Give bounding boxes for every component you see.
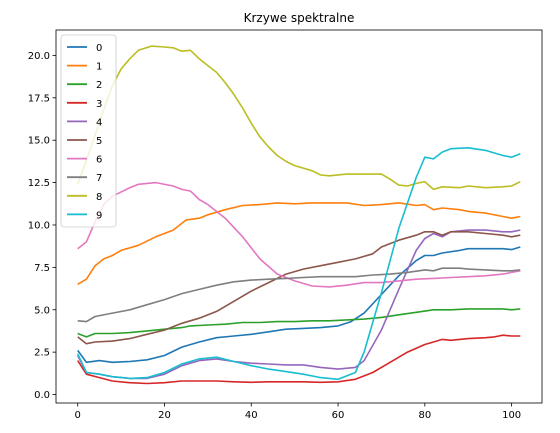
legend-label-6: 6 (96, 155, 102, 166)
y-tick-label: 0.0 (34, 390, 50, 401)
legend-label-5: 5 (96, 136, 102, 147)
series-line-4 (76, 229, 521, 380)
series-line-6 (77, 181, 521, 288)
x-tick-label: 20 (158, 410, 171, 421)
axes-frame (55, 29, 543, 404)
y-tick-label: 5.0 (34, 305, 50, 316)
legend-box (60, 34, 117, 228)
x-tick-label: 0 (75, 410, 81, 421)
x-tick-label: 40 (245, 410, 258, 421)
series-line-5 (77, 231, 521, 345)
x-tick-label: 80 (418, 410, 431, 421)
y-ticks: 0.0 2.5 5.0 7.5 10.0 12.5 15.0 17.5 20.0 (28, 51, 56, 401)
y-tick-label: 20.0 (28, 51, 50, 62)
legend-label-2: 2 (96, 80, 102, 91)
y-tick-label: 2.5 (34, 348, 50, 359)
series-line-9 (76, 147, 521, 381)
plot-lines (76, 45, 521, 385)
x-tick-label: 100 (502, 410, 521, 421)
legend-label-8: 8 (96, 192, 102, 203)
y-tick-label: 10.0 (28, 220, 50, 231)
x-tick-label: 60 (332, 410, 345, 421)
legend-label-7: 7 (96, 173, 102, 184)
chart-title: Krzywe spektralne (244, 11, 355, 25)
legend-label-3: 3 (96, 99, 102, 110)
series-line-8 (76, 45, 521, 191)
x-ticks: 0 20 40 60 80 100 (75, 403, 521, 421)
legend-label-0: 0 (96, 43, 102, 54)
legend-label-4: 4 (96, 117, 102, 128)
legend-label-1: 1 (96, 62, 102, 73)
y-tick-label: 7.5 (34, 263, 50, 274)
series-line-2 (77, 308, 521, 338)
series-line-0 (77, 246, 521, 364)
series-line-7 (77, 267, 521, 323)
series-line-1 (77, 202, 521, 285)
series-line-3 (77, 334, 521, 385)
legend: 0 1 2 3 4 5 6 7 8 9 (60, 34, 117, 228)
y-tick-label: 12.5 (28, 178, 50, 189)
y-tick-label: 17.5 (28, 93, 50, 104)
legend-label-9: 9 (96, 210, 102, 221)
y-tick-label: 15.0 (28, 136, 50, 147)
